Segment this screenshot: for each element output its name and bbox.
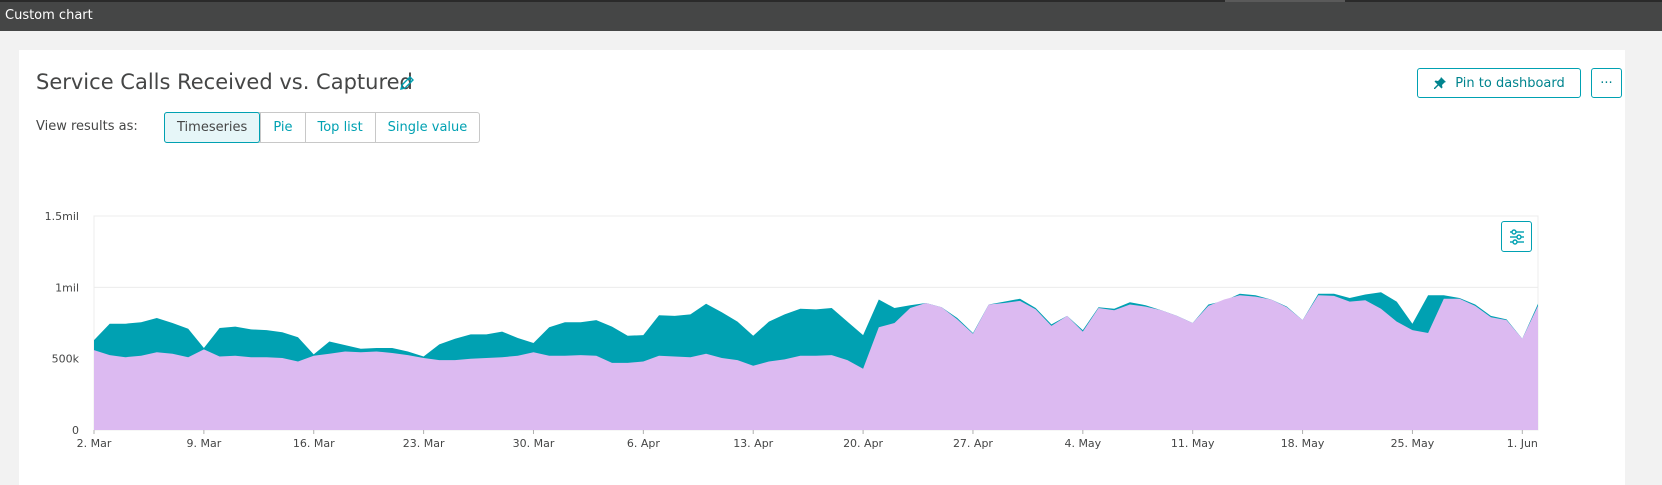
window-titlebar: Custom chart [0, 0, 1662, 31]
pencil-icon[interactable] [398, 74, 416, 92]
view-option-timeseries[interactable]: Timeseries [164, 112, 261, 143]
more-options-label: ··· [1600, 75, 1613, 91]
chart-panel: Service Calls Received vs. Captured Pin … [19, 50, 1625, 485]
view-option-pie[interactable]: Pie [260, 113, 304, 142]
sliders-icon [1509, 228, 1524, 245]
tab-indicator [1225, 0, 1345, 2]
chart-settings-button[interactable] [1501, 221, 1532, 252]
view-option-top-list[interactable]: Top list [304, 113, 375, 142]
window-title: Custom chart [5, 8, 93, 23]
pin-to-dashboard-button[interactable]: Pin to dashboard [1417, 68, 1581, 98]
pin-to-dashboard-label: Pin to dashboard [1455, 75, 1565, 91]
pin-icon [1434, 77, 1447, 89]
view-results-label: View results as: [36, 119, 138, 134]
view-option-single-value[interactable]: Single value [374, 113, 480, 142]
chart-title: Service Calls Received vs. Captured [36, 70, 413, 94]
more-options-button[interactable]: ··· [1591, 68, 1622, 98]
view-mode-selector: Timeseries Pie Top list Single value [164, 112, 481, 143]
